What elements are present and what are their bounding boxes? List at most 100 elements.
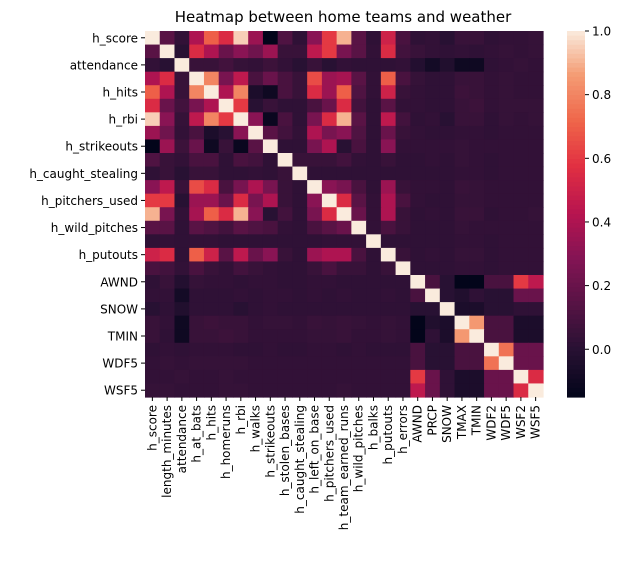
heatmap-cell [277, 31, 294, 46]
heatmap-cell [218, 302, 235, 317]
heatmap-cell [307, 44, 323, 59]
colorbar-segment [567, 310, 585, 316]
heatmap-cell [218, 369, 235, 385]
heatmap-cell [454, 275, 470, 290]
colorbar-segment [567, 186, 585, 192]
heatmap-cell [439, 44, 456, 59]
heatmap-cell [262, 383, 279, 398]
heatmap-cell [351, 139, 367, 154]
heatmap-cell [189, 180, 205, 195]
heatmap-cell [351, 247, 367, 263]
heatmap-cell [218, 315, 235, 330]
colorbar-segment [567, 191, 585, 197]
heatmap-cell [262, 166, 279, 181]
heatmap-cell [189, 356, 205, 371]
heatmap-cell [498, 275, 515, 290]
colorbar-segment [567, 209, 585, 215]
x-tick-label: AWND [411, 405, 425, 443]
heatmap-cell [277, 71, 294, 86]
heatmap-cell [454, 153, 470, 168]
heatmap-cell [351, 31, 367, 46]
colorbar-segment [567, 227, 585, 233]
heatmap-cell [218, 71, 235, 86]
heatmap-cell [189, 193, 205, 208]
heatmap-cell [174, 98, 190, 113]
heatmap-cell [174, 275, 190, 290]
heatmap-cell [203, 315, 220, 330]
heatmap-cell [248, 220, 264, 235]
heatmap-cell [174, 356, 190, 371]
heatmap-cell [189, 44, 205, 59]
heatmap-cell [248, 302, 264, 317]
colorbar-segment [567, 163, 585, 169]
heatmap-cell [484, 98, 500, 113]
heatmap-cell [410, 85, 426, 100]
heatmap-cell [484, 44, 500, 59]
heatmap-cell [292, 315, 308, 330]
heatmap-cell [513, 85, 529, 100]
heatmap-cell [292, 342, 308, 357]
heatmap-cell [203, 207, 220, 222]
heatmap-cell [233, 180, 249, 195]
heatmap-cell [410, 125, 426, 141]
heatmap-cell [454, 31, 470, 46]
heatmap-cell [321, 112, 338, 127]
heatmap-cell [277, 207, 294, 222]
heatmap-cell [321, 153, 338, 168]
heatmap-cell [145, 31, 161, 46]
heatmap-cell [189, 220, 205, 235]
heatmap-cell [145, 139, 161, 154]
heatmap-cell [484, 125, 500, 141]
colorbar-segment [567, 259, 585, 265]
y-tick-label: h_score [92, 31, 138, 45]
heatmap-cell [203, 356, 220, 371]
heatmap-cell [277, 58, 294, 73]
heatmap-cell [395, 261, 411, 276]
heatmap-cell [425, 193, 441, 208]
heatmap-cell [233, 302, 249, 317]
colorbar-segment [567, 264, 585, 270]
heatmap-cell [233, 315, 249, 330]
heatmap-cell [145, 153, 161, 168]
x-tick-label: PRCP [425, 405, 439, 436]
heatmap-cell [528, 193, 544, 208]
colorbar-segment [567, 159, 585, 165]
heatmap-cell [366, 166, 382, 181]
heatmap-cell [395, 125, 411, 141]
heatmap-cell [469, 261, 485, 276]
heatmap-cell [189, 275, 205, 290]
heatmap-cell [218, 342, 235, 357]
heatmap-cell [307, 180, 323, 195]
heatmap-cell [439, 234, 456, 249]
y-tick-label: h_wild_pitches [51, 221, 138, 235]
heatmap-cell [410, 112, 426, 127]
heatmap-cell [469, 125, 485, 141]
heatmap-cell [366, 98, 382, 113]
heatmap-cell [336, 58, 352, 73]
heatmap-cell [469, 207, 485, 222]
heatmap-cell [248, 342, 264, 357]
heatmap-cell [262, 193, 279, 208]
colorbar-segment [567, 85, 585, 92]
heatmap-cell [145, 125, 161, 141]
heatmap-cell [454, 261, 470, 276]
colorbar-segment [567, 387, 585, 394]
heatmap-cell [277, 98, 294, 113]
heatmap-cell [203, 288, 220, 303]
colorbar-segment [567, 369, 585, 375]
heatmap-cell [174, 383, 190, 398]
heatmap-cell [248, 329, 264, 344]
colorbar-tick-label: 0.4 [592, 215, 611, 229]
heatmap-cell [145, 98, 161, 113]
heatmap-cell [203, 234, 220, 249]
heatmap-cell [336, 207, 352, 222]
heatmap-cell [233, 288, 249, 303]
heatmap-cell [425, 31, 441, 46]
heatmap-cell [233, 44, 249, 59]
colorbar-segment [567, 218, 585, 224]
heatmap-cell [513, 234, 529, 249]
heatmap-cell [189, 315, 205, 330]
heatmap-cell [528, 125, 544, 141]
x-tick-label: h_at_bats [190, 405, 204, 463]
heatmap-cell [292, 31, 308, 46]
